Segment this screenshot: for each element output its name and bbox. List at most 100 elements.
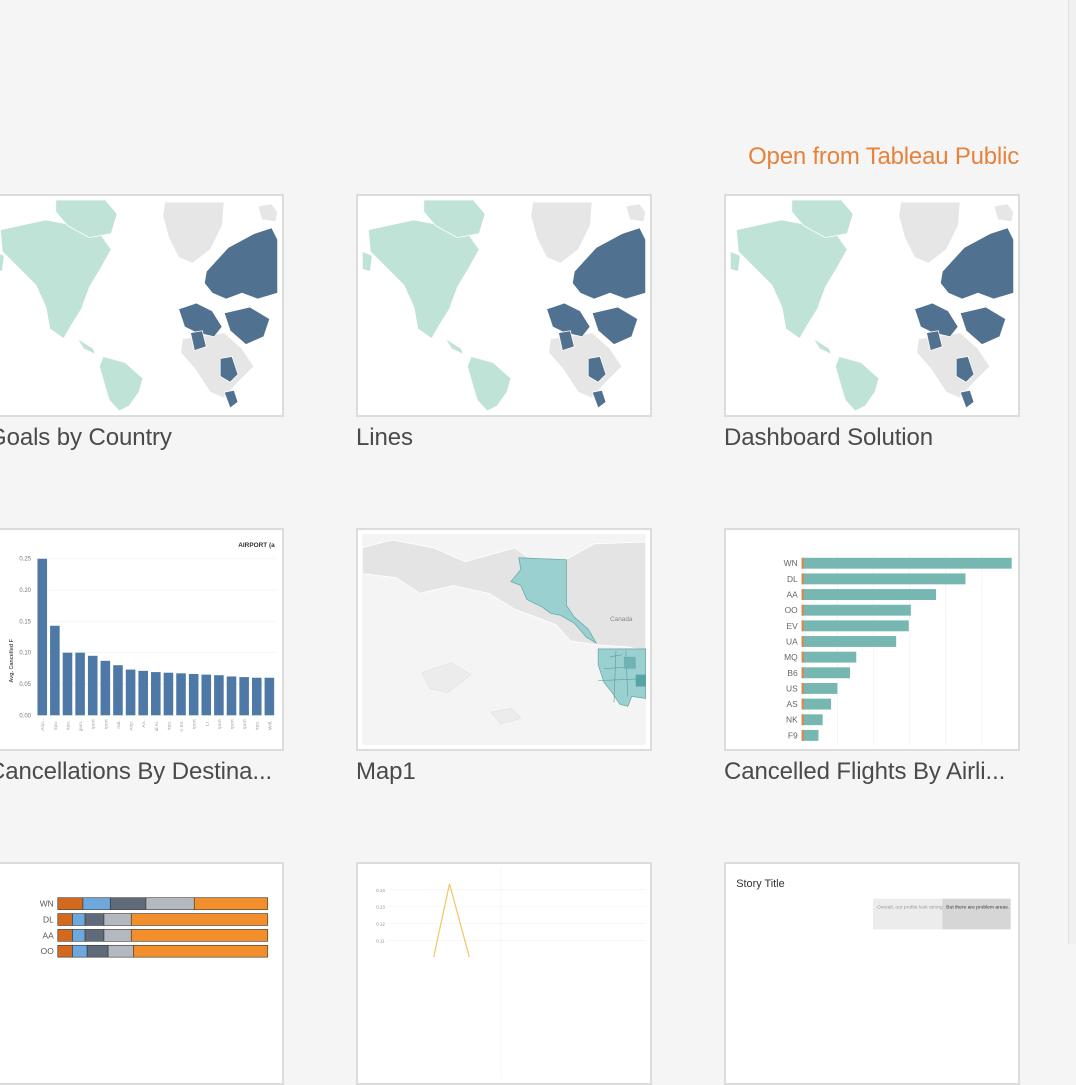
bar: [801, 729, 819, 741]
workbook-thumbnail[interactable]: 0.14 0.13 0.12 0.11: [356, 862, 652, 1085]
bar: [801, 698, 832, 710]
story-point-2: [942, 898, 1011, 930]
map-region: [190, 330, 207, 352]
story-title: Story Title: [736, 878, 784, 890]
x-tick-label: rport: [103, 719, 109, 730]
workbook-thumbnail[interactable]: WN DL AA OO: [0, 862, 284, 1085]
bar-accent: [801, 651, 804, 663]
world-map-thumbnail: [362, 200, 646, 411]
bar-segment: [72, 913, 86, 926]
workbook-thumbnail[interactable]: Canada: [356, 528, 652, 751]
bar-segment: [57, 913, 73, 926]
x-tick-label: rport: [217, 719, 223, 730]
workbook-title[interactable]: Goals by Country: [0, 424, 172, 451]
category-label: OO: [785, 605, 799, 615]
bar-segment: [82, 897, 111, 910]
y-tick-label: 0.00: [19, 713, 31, 719]
bar-accent: [801, 557, 804, 569]
bar-chart-thumbnail: AIRPORT (a Avg. Cancelled F 0.25 0.20 0.15…: [9, 542, 276, 732]
bar: [214, 675, 224, 716]
map-region: [959, 306, 1007, 346]
map-region: [558, 330, 575, 352]
bar-segment: [86, 944, 109, 958]
scrollbar-track[interactable]: [1068, 0, 1076, 944]
map-region: [0, 253, 5, 272]
workbook-thumbnail[interactable]: [0, 194, 284, 417]
workbook-title[interactable]: Cancellations By Destina...: [0, 758, 273, 785]
x-tick-label: n Int..: [179, 719, 185, 731]
category-label: WN: [40, 899, 54, 909]
map-region: [591, 389, 607, 409]
y-tick-label: 0.25: [19, 557, 31, 563]
bar-segment: [109, 897, 147, 910]
bar-segment: [72, 929, 86, 942]
map-region: [993, 203, 1014, 223]
bar: [801, 667, 850, 679]
workbook-thumbnail[interactable]: WN DL AA OO EV UA MQ B6 US AS NK F9: [724, 528, 1020, 751]
category-label: F9: [788, 730, 798, 740]
bar: [801, 589, 937, 600]
x-tick-label: rport: [91, 719, 97, 730]
bar: [226, 676, 237, 716]
bar: [801, 651, 857, 663]
bar: [801, 636, 897, 647]
bar: [50, 625, 60, 716]
bar-accent: [801, 573, 804, 585]
workbook-title[interactable]: Map1: [356, 758, 416, 785]
bar: [801, 604, 911, 616]
category-label: WN: [784, 558, 798, 568]
workbook-thumbnail[interactable]: [356, 194, 652, 417]
bar-accent: [801, 636, 804, 647]
open-from-tableau-public-link[interactable]: Open from Tableau Public: [748, 143, 1019, 170]
map-region: [926, 330, 943, 352]
stacked-bar-chart-thumbnail: WN DL AA OO: [40, 897, 269, 958]
workbook-title[interactable]: Dashboard Solution: [724, 424, 934, 451]
map-region: [955, 356, 975, 383]
map-region: [223, 306, 271, 346]
map-region: [445, 338, 465, 356]
bar-segment: [103, 929, 132, 942]
story-thumbnail: Story Title Overall, our profits look st…: [736, 878, 1011, 930]
bar: [87, 655, 98, 716]
story-point-2-text: But there are problem areas.: [946, 905, 1009, 911]
workbook-title[interactable]: Lines: [356, 424, 413, 451]
bar-accent: [801, 589, 804, 600]
map-region: [813, 338, 833, 356]
x-tick-label: Airp..: [40, 719, 46, 731]
bar-segment: [130, 913, 269, 926]
bar-segment: [133, 944, 269, 958]
category-label: MQ: [784, 652, 798, 662]
map-region: [530, 201, 593, 264]
map-region: [914, 302, 959, 338]
bar: [801, 714, 823, 726]
category-label: DL: [787, 574, 798, 584]
x-tick-label: irpo..: [255, 719, 261, 730]
category-label: EV: [786, 621, 798, 631]
category-label: OO: [41, 946, 55, 956]
map-region: [735, 219, 848, 340]
x-tick-label: irpo..: [65, 719, 71, 730]
bar-accent: [801, 714, 804, 726]
bar: [176, 673, 186, 716]
bar: [151, 672, 161, 716]
bar: [801, 557, 1012, 569]
map-region: [587, 356, 607, 383]
workbook-thumbnail[interactable]: Story Title Overall, our profits look st…: [724, 862, 1020, 1085]
workbook-title[interactable]: Cancelled Flights By Airli...: [724, 758, 1006, 785]
bar-accent: [801, 604, 804, 616]
map-region: [257, 203, 278, 223]
bar-segment: [57, 944, 73, 958]
workbook-thumbnail[interactable]: AIRPORT (a Avg. Cancelled F 0.25 0.20 0.15…: [0, 528, 284, 751]
bar: [801, 620, 909, 632]
bar: [138, 670, 148, 716]
map-region: [546, 302, 591, 338]
map-region: [791, 200, 854, 239]
bar-segment: [130, 929, 269, 942]
bar-accent: [801, 698, 804, 710]
map-region: [591, 306, 639, 346]
bar-segment: [193, 897, 269, 910]
line-chart-thumbnail: 0.14 0.13 0.12 0.11: [376, 868, 646, 1079]
workbook-thumbnail[interactable]: [724, 194, 1020, 417]
map-region: [571, 227, 646, 300]
map-region: [223, 389, 239, 409]
